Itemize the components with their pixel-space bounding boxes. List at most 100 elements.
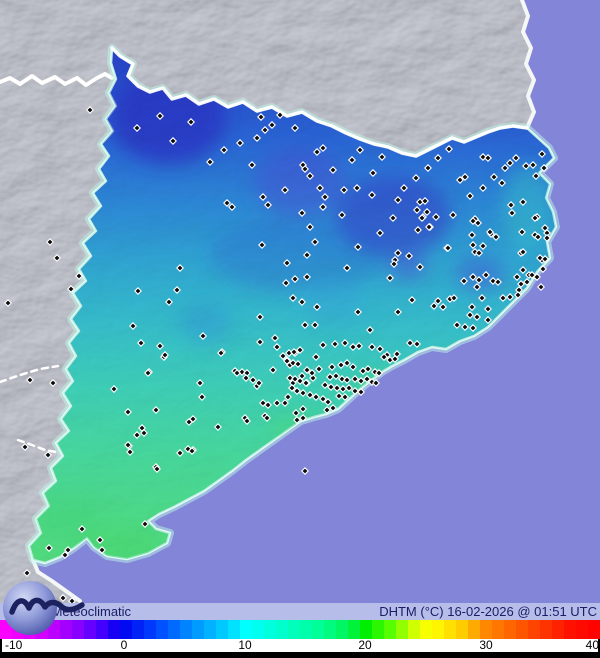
station-marker: [343, 264, 351, 272]
station-marker: [133, 431, 141, 439]
station-marker: [236, 139, 244, 147]
station-marker: [351, 375, 359, 383]
station-marker: [394, 308, 402, 316]
station-marker: [324, 398, 332, 406]
station-marker: [430, 302, 438, 310]
station-marker: [283, 259, 291, 267]
station-marker: [364, 365, 372, 373]
station-marker: [541, 255, 549, 263]
station-marker: [461, 173, 469, 181]
station-marker: [536, 254, 544, 262]
scale-color-block: [504, 620, 516, 639]
scale-tick-label: -10: [5, 638, 23, 652]
station-marker: [518, 228, 526, 236]
station-marker: [78, 525, 86, 533]
station-marker: [519, 198, 527, 206]
station-marker: [421, 197, 429, 205]
station-marker: [153, 465, 161, 473]
station-marker: [366, 326, 374, 334]
scale-color-block: [180, 620, 192, 639]
station-marker: [243, 417, 251, 425]
station-marker: [268, 121, 276, 129]
station-marker: [319, 144, 327, 152]
station-marker: [299, 414, 307, 422]
station-marker: [140, 429, 148, 437]
station-marker: [414, 226, 422, 234]
station-marker: [517, 280, 525, 288]
station-marker: [357, 377, 365, 385]
station-marker: [449, 211, 457, 219]
station-marker: [391, 355, 399, 363]
dashed-border-line-2: [16, 438, 58, 454]
scale-tick-label: 40: [585, 638, 599, 652]
station-marker: [64, 546, 72, 554]
station-marker: [460, 277, 468, 285]
scale-color-block: [240, 620, 252, 639]
station-marker: [456, 176, 464, 184]
station-marker: [425, 223, 433, 231]
station-marker: [284, 393, 292, 401]
station-marker: [283, 357, 291, 365]
station-marker: [67, 285, 75, 293]
station-marker: [301, 467, 309, 475]
station-marker: [242, 374, 250, 382]
scale-color-block: [492, 620, 504, 639]
station-marker: [416, 263, 424, 271]
station-marker: [261, 126, 269, 134]
station-marker: [348, 156, 356, 164]
station-marker: [303, 273, 311, 281]
station-marker: [282, 279, 290, 287]
station-marker: [176, 449, 184, 457]
station-marker: [293, 416, 301, 424]
station-marker: [126, 448, 134, 456]
station-marker: [461, 323, 469, 331]
station-marker: [96, 536, 104, 544]
station-marker: [343, 359, 351, 367]
station-marker: [299, 389, 307, 397]
station-marker: [434, 154, 442, 162]
station-marker: [380, 353, 388, 361]
scale-color-block: [576, 620, 588, 639]
station-marker: [296, 346, 304, 354]
station-marker: [375, 369, 383, 377]
station-marker: [129, 322, 137, 330]
station-marker: [394, 249, 402, 257]
station-marker: [98, 546, 106, 554]
station-marker: [444, 244, 452, 252]
station-marker: [269, 366, 277, 374]
scale-color-block: [384, 620, 396, 639]
scale-color-block: [444, 620, 456, 639]
station-marker: [312, 393, 320, 401]
station-marker: [338, 211, 346, 219]
station-marker: [258, 241, 266, 249]
station-marker: [534, 233, 542, 241]
station-marker: [413, 206, 421, 214]
station-marker: [134, 287, 142, 295]
station-marker: [279, 352, 287, 360]
station-marker: [537, 283, 545, 291]
station-marker: [345, 384, 353, 392]
station-marker: [302, 379, 310, 387]
meteoclimatic-logo: [3, 581, 85, 635]
station-marker: [376, 229, 384, 237]
station-marker: [357, 388, 365, 396]
scale-color-block: [216, 620, 228, 639]
station-marker: [312, 353, 320, 361]
station-marker: [273, 399, 281, 407]
station-marker: [494, 278, 502, 286]
station-marker: [249, 376, 257, 384]
station-marker: [281, 399, 289, 407]
station-marker: [479, 242, 487, 250]
station-marker: [299, 405, 307, 413]
scale-color-block: [420, 620, 432, 639]
station-marker: [434, 297, 442, 305]
station-marker: [540, 164, 548, 172]
station-marker: [423, 208, 431, 216]
station-marker: [341, 339, 349, 347]
station-marker: [144, 369, 152, 377]
station-marker: [173, 286, 181, 294]
station-marker: [519, 248, 527, 256]
station-marker: [296, 377, 304, 385]
station-marker: [124, 441, 132, 449]
station-marker: [329, 404, 337, 412]
